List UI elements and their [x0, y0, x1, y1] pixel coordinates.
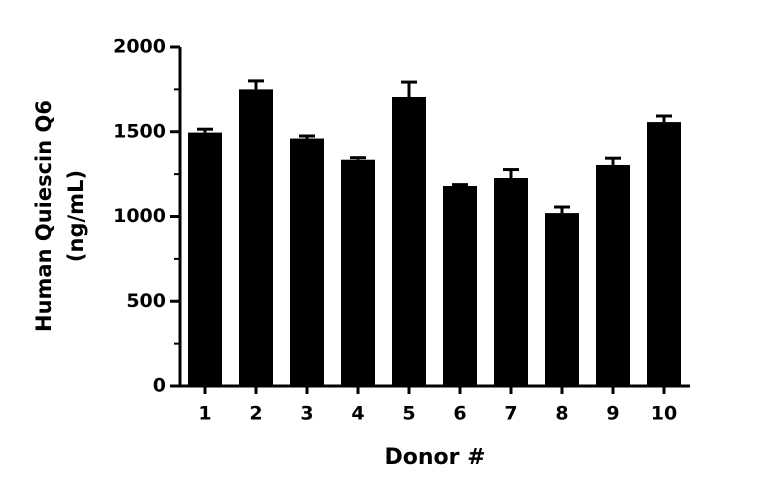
x-tick-label: 5 — [402, 403, 415, 425]
x-axis-label: Donor # — [384, 445, 485, 470]
y-tick-label: 500 — [126, 290, 166, 312]
x-tick-label: 3 — [300, 403, 313, 425]
y-tick-label: 2000 — [113, 36, 166, 58]
bar — [647, 122, 681, 386]
bar — [239, 89, 273, 386]
x-tick-label: 9 — [606, 403, 619, 425]
x-tick-label: 2 — [249, 403, 262, 425]
bar — [188, 132, 222, 386]
y-tick-label: 1000 — [113, 205, 166, 227]
bar — [443, 185, 477, 386]
x-tick-label: 1 — [198, 403, 211, 425]
bar — [341, 159, 375, 386]
bar — [290, 138, 324, 386]
y-tick-label: 1500 — [113, 120, 166, 142]
y-axis-label-line: (ng/mL) — [64, 170, 88, 262]
bar — [596, 164, 630, 386]
x-tick-label: 10 — [651, 403, 677, 425]
bar — [494, 178, 528, 386]
y-axis-label: Human Quiescin Q6 (ng/mL) — [32, 100, 88, 332]
bar — [392, 97, 426, 386]
bar — [545, 213, 579, 386]
x-tick-label: 7 — [504, 403, 517, 425]
x-tick-label: 6 — [453, 403, 466, 425]
x-tick-label: 8 — [555, 403, 568, 425]
x-tick-label: 4 — [351, 403, 364, 425]
y-axis-label-line: Human Quiescin Q6 — [32, 100, 56, 332]
y-tick-label: 0 — [153, 375, 166, 397]
